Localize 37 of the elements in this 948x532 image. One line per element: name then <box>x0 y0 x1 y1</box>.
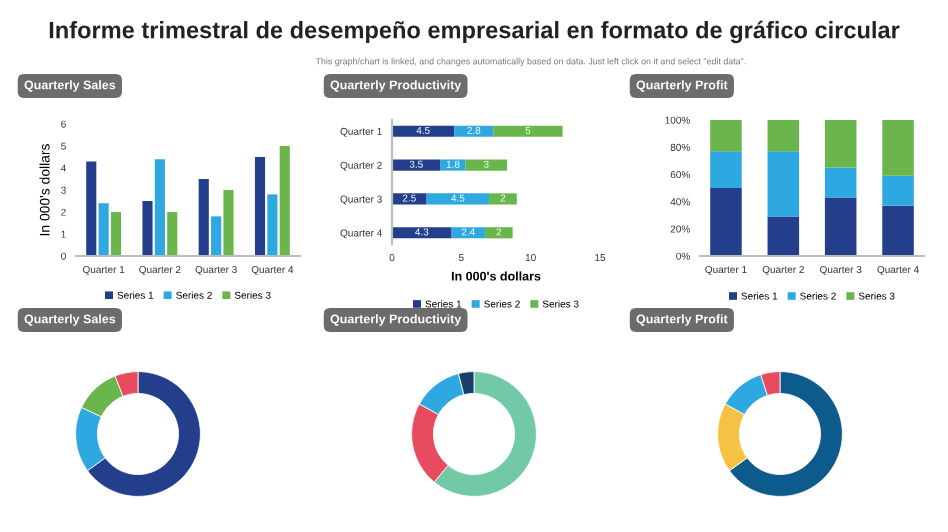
bar <box>392 227 452 239</box>
bar <box>392 125 455 137</box>
bar <box>254 157 266 256</box>
bar <box>154 159 165 256</box>
bar <box>710 120 742 152</box>
bar <box>392 159 441 171</box>
bar <box>267 194 278 256</box>
bar <box>710 151 742 188</box>
bar <box>98 203 109 256</box>
text: Informe trimestral de desempeño empresarial en formato de gráfico circular <box>49 20 900 44</box>
bar <box>824 120 857 168</box>
bar <box>440 159 466 171</box>
bar <box>167 212 178 256</box>
bar <box>882 205 914 256</box>
bar <box>279 146 290 256</box>
bar <box>142 201 153 256</box>
bar <box>489 193 517 205</box>
bar <box>710 188 742 256</box>
bar <box>426 193 490 205</box>
bar <box>484 227 513 239</box>
bar <box>824 197 857 256</box>
bar <box>465 159 508 171</box>
bar <box>223 190 234 256</box>
bar <box>454 125 494 137</box>
bar <box>882 120 914 176</box>
bar <box>451 227 485 239</box>
bar <box>767 120 800 152</box>
bar <box>110 212 122 256</box>
bar <box>493 125 563 137</box>
bar <box>198 179 209 256</box>
bar <box>824 167 857 198</box>
bar <box>86 161 97 256</box>
bar <box>392 193 427 205</box>
bar <box>882 175 914 206</box>
bar <box>211 216 222 256</box>
bar <box>767 216 800 256</box>
bar <box>767 151 800 217</box>
